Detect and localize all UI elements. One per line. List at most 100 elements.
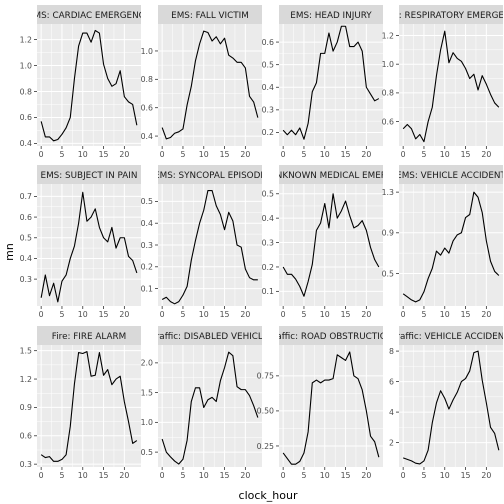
x-tick-label: 5 <box>180 471 185 480</box>
series-line <box>161 189 258 305</box>
x-tick-label: 10 <box>440 150 450 159</box>
x-tick-label: 15 <box>220 310 230 319</box>
y-tick-label: 1.0 <box>141 418 153 427</box>
y-tick-label: 0.6 <box>20 432 32 441</box>
y-tick-label: 0.3 <box>262 238 274 247</box>
facet-strip <box>158 5 262 24</box>
facet-panel: Traffic: DISABLED VEHICLE 0 5 10 15 20 0.5 1.0 1… <box>141 326 262 480</box>
series-line <box>282 351 380 465</box>
y-tick-label: 0.1 <box>262 287 274 296</box>
y-tick-label: 1.2 <box>20 35 32 44</box>
x-tick-label: 5 <box>180 310 185 319</box>
y-tick-label: 8 <box>389 347 394 356</box>
facet-panel: EMS: FALL VICTIM 0 5 10 15 20 0.4 0.6 0.8 1.0 <box>141 5 262 159</box>
facet-panel: Traffic: VEHICLE ACCIDENT 0 5 10 15 20 2 4 6 8 <box>389 326 504 480</box>
panel-background <box>399 345 503 467</box>
x-tick-label: 10 <box>199 150 209 159</box>
facet-title: EMS: SUBJECT IN PAIN <box>41 171 138 181</box>
facet-title: EMS: CARDIAC EMERGENCY <box>28 11 151 21</box>
x-tick-label: 15 <box>461 310 471 319</box>
facet-strip <box>279 326 383 345</box>
x-tick-label: 0 <box>401 150 406 159</box>
y-tick-label: 0.8 <box>382 89 394 98</box>
x-tick-label: 0 <box>39 471 44 480</box>
x-tick-label: 5 <box>59 150 64 159</box>
panel-background <box>399 24 503 146</box>
y-tick-label: 1.0 <box>141 47 153 56</box>
x-tick-label: 0 <box>39 150 44 159</box>
y-tick-label: 1.2 <box>382 31 394 40</box>
x-tick-label: 10 <box>320 471 330 480</box>
panel-background <box>158 24 262 146</box>
x-tick-label: 10 <box>199 471 209 480</box>
facet-strip <box>279 165 383 184</box>
x-tick-label: 20 <box>361 471 371 480</box>
y-tick-label: 0.4 <box>262 214 274 223</box>
facet-panel: EMS: VEHICLE ACCIDENT 0 5 10 15 20 0.5 0.9 1.3 <box>382 165 503 319</box>
y-tick-label: 0.3 <box>20 460 32 469</box>
x-tick-label: 15 <box>461 150 471 159</box>
series-line <box>40 191 138 303</box>
series-line <box>402 191 500 303</box>
x-tick-label: 5 <box>421 310 426 319</box>
panel-background <box>279 345 383 467</box>
y-tick-label: 0.3 <box>141 241 153 250</box>
y-tick-label: 0.4 <box>141 132 153 141</box>
x-tick-label: 10 <box>78 471 88 480</box>
y-tick-label: 0.8 <box>141 75 153 84</box>
x-tick-label: 5 <box>301 310 306 319</box>
panel-background <box>399 184 503 306</box>
y-tick-label: 1.0 <box>20 61 32 70</box>
y-tick-label: 0.2 <box>262 128 274 137</box>
x-tick-label: 0 <box>160 471 165 480</box>
series-line <box>402 350 500 465</box>
x-tick-label: 10 <box>440 310 450 319</box>
facet-title: Traffic: VEHICLE ACCIDENT <box>391 332 504 342</box>
y-tick-label: 1.0 <box>382 60 394 69</box>
y-tick-label: 1.5 <box>20 346 32 355</box>
facet-panel: EMS: SUBJECT IN PAIN 0 5 10 15 20 0.3 0.4 0.5 0.6… <box>20 165 141 319</box>
x-tick-label: 0 <box>39 310 44 319</box>
y-axis-title: mn <box>3 243 16 261</box>
x-tick-label: 5 <box>301 150 306 159</box>
x-tick-label: 10 <box>199 310 209 319</box>
facet-panel: Traffic: ROAD OBSTRUCTION 0 5 10 15 20 0.25 0.5… <box>257 326 383 480</box>
facet-strip <box>37 326 141 345</box>
y-tick-label: 0.5 <box>141 197 153 206</box>
y-tick-label: 0.4 <box>262 83 274 92</box>
x-tick-label: 20 <box>481 471 491 480</box>
facet-strip <box>399 326 503 345</box>
facet-strip <box>158 165 262 184</box>
x-tick-label: 0 <box>160 150 165 159</box>
y-tick-label: 0.6 <box>382 117 394 126</box>
x-tick-label: 15 <box>99 471 109 480</box>
y-tick-label: 2.0 <box>141 359 153 368</box>
facet-title: Fire: FIRE ALARM <box>52 332 126 342</box>
x-tick-label: 5 <box>421 150 426 159</box>
y-tick-label: 0.3 <box>20 275 32 284</box>
x-tick-label: 15 <box>341 310 351 319</box>
x-tick-label: 20 <box>481 310 491 319</box>
y-tick-label: 2 <box>389 438 394 447</box>
x-tick-label: 20 <box>361 310 371 319</box>
y-tick-label: 0.6 <box>262 38 274 47</box>
x-tick-label: 0 <box>160 310 165 319</box>
series-line <box>161 30 259 140</box>
x-tick-label: 20 <box>240 310 250 319</box>
x-axis-title: clock_hour <box>239 489 298 502</box>
y-tick-label: 1.5 <box>141 388 153 397</box>
series-line <box>402 30 500 143</box>
y-tick-label: 0.7 <box>20 192 32 201</box>
x-tick-label: 5 <box>59 471 64 480</box>
y-tick-label: 0.2 <box>141 263 153 272</box>
y-tick-label: 0.5 <box>262 60 274 69</box>
y-tick-label: 0.5 <box>262 190 274 199</box>
facet-strip <box>399 5 503 24</box>
y-tick-label: 0.6 <box>20 113 32 122</box>
x-tick-label: 20 <box>481 150 491 159</box>
y-tick-label: 0.5 <box>141 448 153 457</box>
x-tick-label: 20 <box>119 150 129 159</box>
series-line <box>40 29 138 142</box>
facet-title: EMS: RESPIRATORY EMERGENCY <box>380 11 504 21</box>
